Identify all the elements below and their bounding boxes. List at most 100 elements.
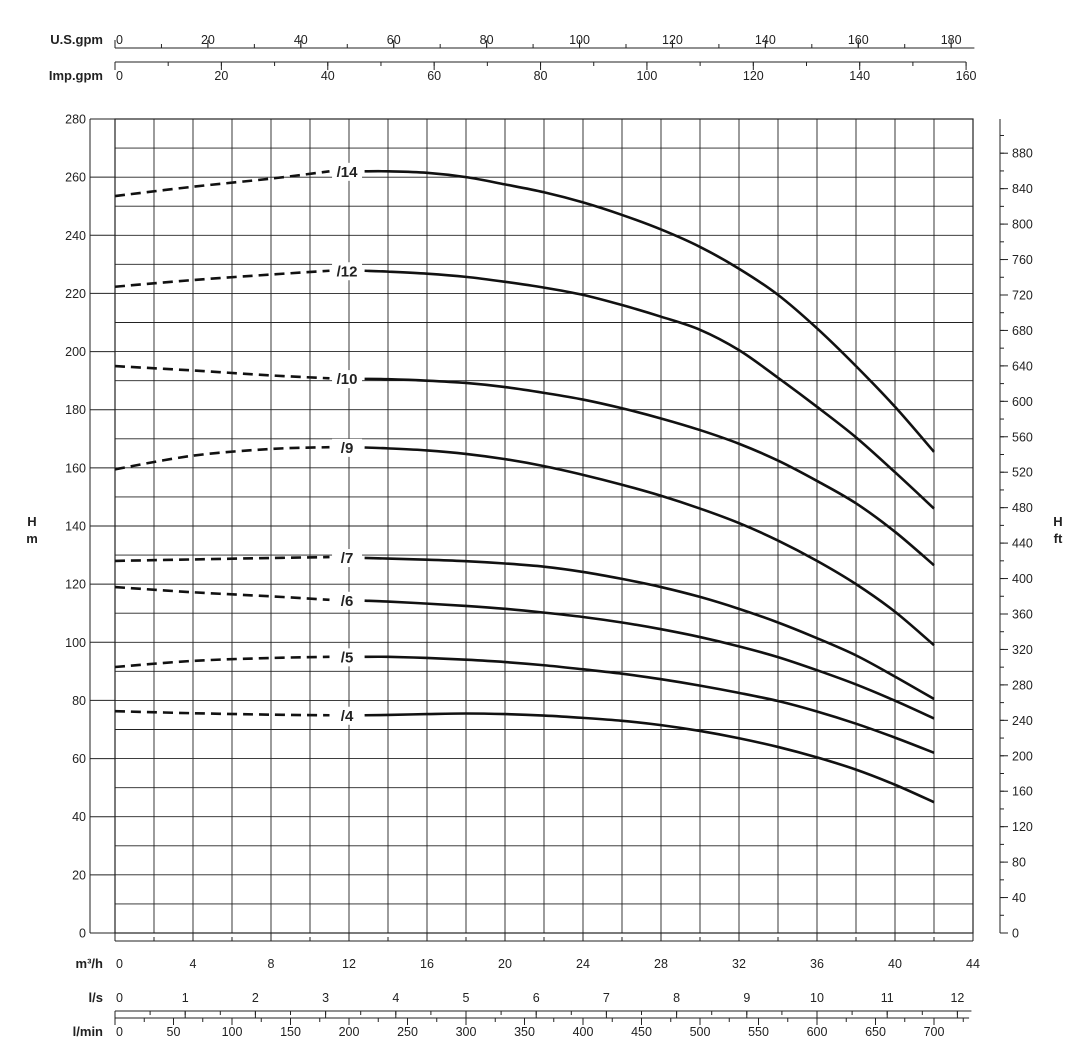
curve-label-background — [332, 549, 363, 568]
m3h-axis-tick-label: 32 — [732, 957, 746, 971]
left-axis-tick-label: 100 — [65, 636, 86, 650]
m3h-axis-tick-label: 20 — [498, 957, 512, 971]
impgpm-axis-tick-label: 80 — [534, 69, 548, 83]
curve-label-10: /10 — [337, 371, 358, 388]
right-axis-tick-label: 640 — [1012, 359, 1033, 373]
impgpm-axis-tick-label: 40 — [321, 69, 335, 83]
impgpm-axis-tick-label: 120 — [743, 69, 764, 83]
curve-label-6: /6 — [341, 593, 354, 610]
curve-5-dashed — [114, 655, 330, 669]
curve-7-dashed — [114, 555, 330, 563]
axes: 0204060801001201401601802002202402602800… — [65, 33, 1033, 1039]
curve-label-background — [332, 370, 363, 389]
curve-label-background — [332, 706, 363, 725]
ls-axis-tick-label: 11 — [881, 991, 894, 1005]
left-axis-tick-label: 60 — [72, 752, 86, 766]
right-axis-tick-label: 600 — [1012, 395, 1033, 409]
ls-axis-label: l/s — [89, 990, 103, 1005]
left-axis-tick-label: 120 — [65, 578, 86, 592]
grid — [114, 118, 974, 934]
lmin-axis-tick-label: 550 — [748, 1025, 769, 1039]
m3h-axis-tick-label: 28 — [654, 957, 668, 971]
lmin-axis-tick-label: 0 — [116, 1025, 123, 1039]
left-axis-tick-label: 180 — [65, 403, 86, 417]
right-axis-tick-label: 400 — [1012, 572, 1033, 586]
right-axis-tick-label: 0 — [1012, 927, 1019, 941]
m3h-axis-tick-label: 4 — [190, 957, 197, 971]
usgpm-axis-tick-label: 100 — [569, 33, 590, 47]
ls-axis-tick-label: 10 — [810, 991, 824, 1005]
m3h-axis-tick-label: 44 — [966, 957, 980, 971]
right-axis-tick-label: 560 — [1012, 430, 1033, 444]
m3h-axis-tick-label: 8 — [268, 957, 275, 971]
m3h-axis-tick-label: 36 — [810, 957, 824, 971]
curve-10 — [364, 377, 935, 567]
impgpm-axis-tick-label: 160 — [956, 69, 977, 83]
usgpm-axis-tick-label: 20 — [201, 33, 215, 47]
lmin-axis-tick-label: 450 — [631, 1025, 652, 1039]
left-axis-tick-label: 0 — [79, 927, 86, 941]
usgpm-axis-tick-label: 120 — [662, 33, 683, 47]
right-axis-tick-label: 520 — [1012, 466, 1033, 480]
lmin-axis-label: l/min — [73, 1024, 103, 1039]
lmin-axis-tick-label: 600 — [807, 1025, 828, 1039]
right-axis-tick-label: 800 — [1012, 218, 1033, 232]
impgpm-axis-tick-label: 100 — [636, 69, 657, 83]
right-axis-tick-label: 480 — [1012, 501, 1033, 515]
ls-axis-tick-label: 4 — [392, 991, 399, 1005]
lmin-axis-tick-label: 300 — [456, 1025, 477, 1039]
lmin-axis-tick-label: 100 — [222, 1025, 243, 1039]
impgpm-axis-tick-label: 60 — [427, 69, 441, 83]
lmin-axis-tick-label: 400 — [573, 1025, 594, 1039]
curve-label-background — [332, 648, 363, 667]
left-axis-tick-label: 200 — [65, 345, 86, 359]
curve-14-dashed — [114, 170, 330, 198]
curve-6 — [364, 599, 935, 720]
curve-label-14: /14 — [337, 164, 359, 181]
right-axis-label-unit: ft — [1054, 531, 1063, 546]
usgpm-axis-tick-label: 80 — [480, 33, 494, 47]
lmin-axis-tick-label: 700 — [924, 1025, 945, 1039]
curve-9 — [364, 446, 935, 647]
curve-label-12: /12 — [337, 263, 358, 280]
curve-4 — [364, 712, 935, 804]
curve-14 — [364, 169, 935, 453]
left-axis-tick-label: 160 — [65, 461, 86, 475]
lmin-axis-tick-label: 500 — [690, 1025, 711, 1039]
right-axis-tick-label: 200 — [1012, 749, 1033, 763]
lmin-axis-tick-label: 200 — [339, 1025, 360, 1039]
ls-axis-tick-label: 7 — [603, 991, 610, 1005]
lmin-axis-tick-label: 650 — [865, 1025, 886, 1039]
lmin-axis-tick-label: 150 — [280, 1025, 301, 1039]
right-axis-tick-label: 760 — [1012, 253, 1033, 267]
lmin-axis-tick-label: 50 — [167, 1025, 181, 1039]
curve-6-dashed — [114, 585, 330, 602]
right-axis-tick-label: 160 — [1012, 785, 1033, 799]
impgpm-axis-tick-label: 20 — [214, 69, 228, 83]
left-axis-tick-label: 240 — [65, 229, 86, 243]
left-axis-tick-label: 80 — [72, 694, 86, 708]
impgpm-axis-tick-label: 140 — [849, 69, 870, 83]
right-axis-tick-label: 440 — [1012, 537, 1033, 551]
right-axis-tick-label: 360 — [1012, 607, 1033, 621]
curves: /14/12/10/9/7/6/5/4 — [114, 162, 935, 804]
ls-axis-tick-label: 5 — [463, 991, 470, 1005]
usgpm-axis-tick-label: 180 — [941, 33, 962, 47]
curve-9-dashed — [114, 445, 330, 471]
right-axis-tick-label: 40 — [1012, 891, 1026, 905]
right-axis-tick-label: 840 — [1012, 182, 1033, 196]
left-axis-tick-label: 220 — [65, 287, 86, 301]
ls-axis-tick-label: 2 — [252, 991, 259, 1005]
usgpm-axis-label: U.S.gpm — [50, 32, 103, 47]
left-axis-tick-label: 140 — [65, 520, 86, 534]
ls-axis-tick-label: 3 — [322, 991, 329, 1005]
ls-axis-tick-label: 6 — [533, 991, 540, 1005]
m3h-axis-tick-label: 12 — [342, 957, 356, 971]
right-axis-tick-label: 320 — [1012, 643, 1033, 657]
right-axis-tick-label: 80 — [1012, 856, 1026, 870]
impgpm-axis-tick-label: 0 — [116, 69, 123, 83]
right-axis-tick-label: 280 — [1012, 678, 1033, 692]
curve-10-dashed — [114, 364, 330, 380]
curve-12-dashed — [114, 269, 330, 289]
m3h-axis-tick-label: 16 — [420, 957, 434, 971]
